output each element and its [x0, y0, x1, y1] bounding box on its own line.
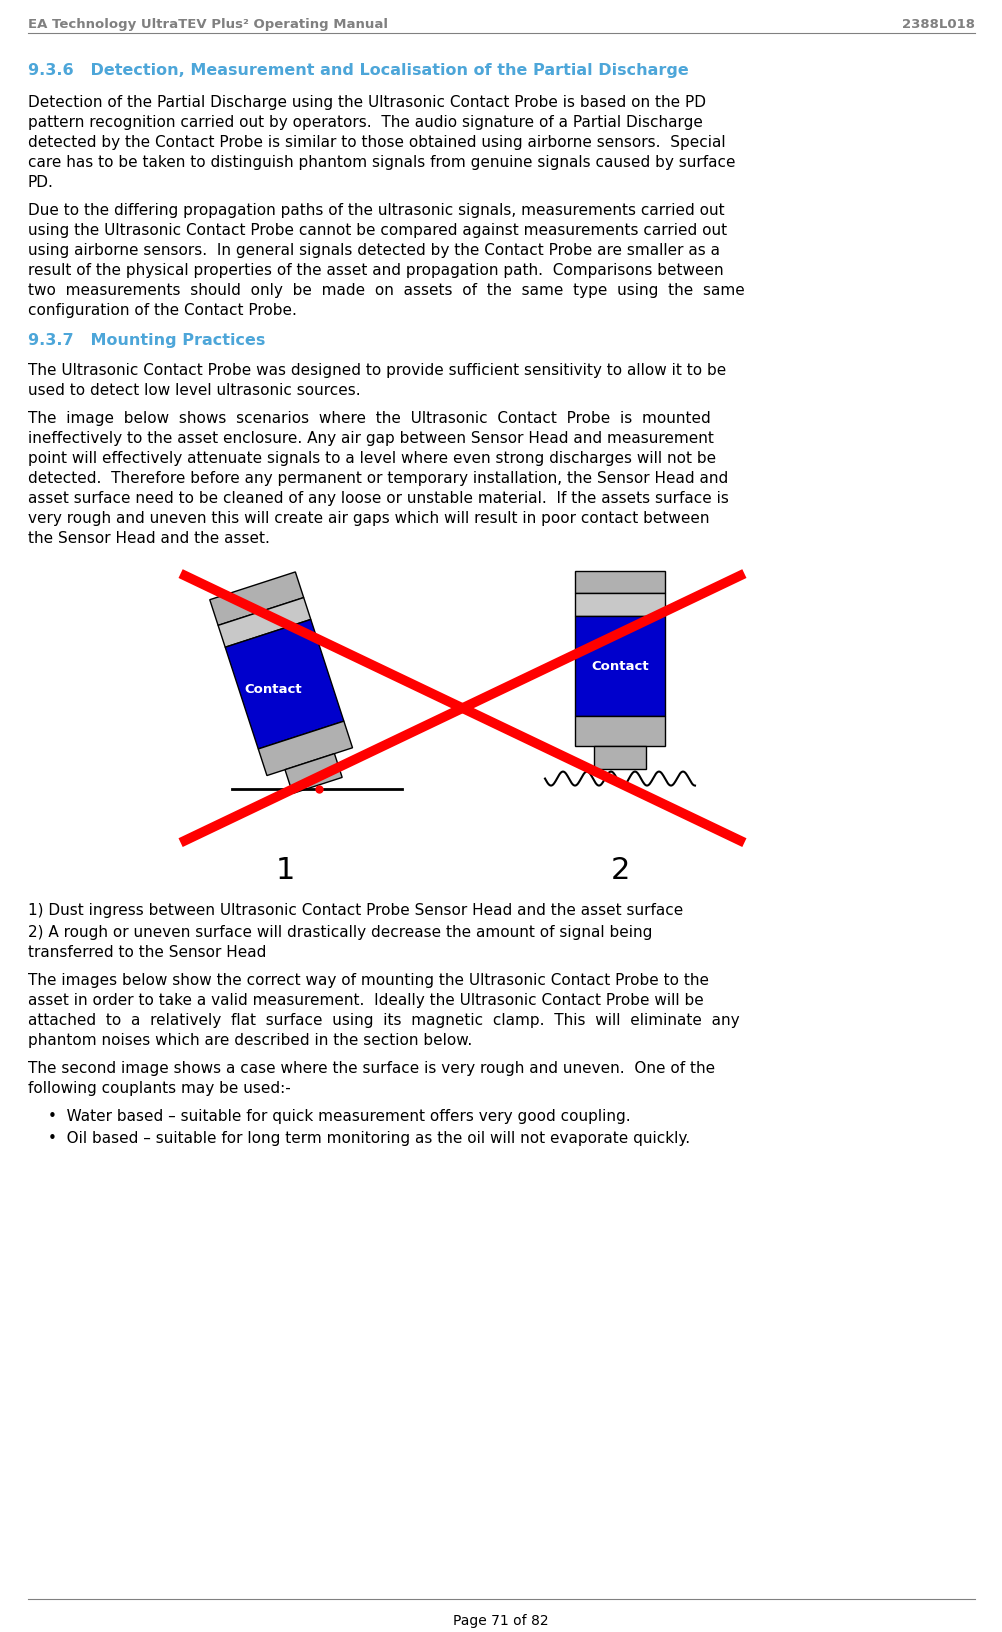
- Text: ineffectively to the asset enclosure. Any air gap between Sensor Head and measur: ineffectively to the asset enclosure. An…: [28, 431, 713, 446]
- Text: 2388L018: 2388L018: [901, 18, 974, 31]
- Text: two  measurements  should  only  be  made  on  assets  of  the  same  type  usin: two measurements should only be made on …: [28, 282, 744, 299]
- Text: 9.3.7   Mounting Practices: 9.3.7 Mounting Practices: [28, 333, 266, 348]
- Text: pattern recognition carried out by operators.  The audio signature of a Partial : pattern recognition carried out by opera…: [28, 114, 702, 131]
- Text: The images below show the correct way of mounting the Ultrasonic Contact Probe t: The images below show the correct way of…: [28, 973, 708, 989]
- Polygon shape: [574, 615, 664, 715]
- Text: point will effectively attenuate signals to a level where even strong discharges: point will effectively attenuate signals…: [28, 450, 715, 465]
- Text: care has to be taken to distinguish phantom signals from genuine signals caused : care has to be taken to distinguish phan…: [28, 155, 734, 170]
- Text: •  Oil based – suitable for long term monitoring as the oil will not evaporate q: • Oil based – suitable for long term mon…: [48, 1131, 689, 1146]
- Text: Page 71 of 82: Page 71 of 82: [453, 1614, 548, 1629]
- Text: configuration of the Contact Probe.: configuration of the Contact Probe.: [28, 304, 297, 318]
- Polygon shape: [574, 571, 664, 592]
- Text: 2) A rough or uneven surface will drastically decrease the amount of signal bein: 2) A rough or uneven surface will drasti…: [28, 925, 651, 940]
- Polygon shape: [225, 620, 344, 749]
- Text: using airborne sensors.  In general signals detected by the Contact Probe are sm: using airborne sensors. In general signa…: [28, 243, 719, 258]
- Polygon shape: [574, 592, 664, 615]
- Text: result of the physical properties of the asset and propagation path.  Comparison: result of the physical properties of the…: [28, 263, 722, 277]
- Text: used to detect low level ultrasonic sources.: used to detect low level ultrasonic sour…: [28, 384, 361, 398]
- Text: 2: 2: [609, 855, 629, 885]
- Text: 1: 1: [275, 855, 295, 885]
- Text: EA Technology UltraTEV Plus² Operating Manual: EA Technology UltraTEV Plus² Operating M…: [28, 18, 388, 31]
- Text: detected by the Contact Probe is similar to those obtained using airborne sensor: detected by the Contact Probe is similar…: [28, 135, 724, 150]
- Text: detected.  Therefore before any permanent or temporary installation, the Sensor : detected. Therefore before any permanent…: [28, 470, 727, 486]
- Text: the Sensor Head and the asset.: the Sensor Head and the asset.: [28, 530, 270, 545]
- Polygon shape: [574, 715, 664, 746]
- Text: 9.3.6   Detection, Measurement and Localisation of the Partial Discharge: 9.3.6 Detection, Measurement and Localis…: [28, 64, 688, 78]
- Text: The Ultrasonic Contact Probe was designed to provide sufficient sensitivity to a: The Ultrasonic Contact Probe was designe…: [28, 362, 725, 377]
- Text: asset in order to take a valid measurement.  Ideally the Ultrasonic Contact Prob: asset in order to take a valid measureme…: [28, 994, 703, 1009]
- Text: PD.: PD.: [28, 175, 54, 189]
- Text: asset surface need to be cleaned of any loose or unstable material.  If the asse: asset surface need to be cleaned of any …: [28, 491, 728, 506]
- Text: The second image shows a case where the surface is very rough and uneven.  One o: The second image shows a case where the …: [28, 1061, 714, 1077]
- Polygon shape: [209, 571, 304, 625]
- Polygon shape: [258, 721, 352, 775]
- Text: The  image  below  shows  scenarios  where  the  Ultrasonic  Contact  Probe  is : The image below shows scenarios where th…: [28, 411, 710, 426]
- Text: Contact: Contact: [244, 682, 302, 695]
- Text: •  Water based – suitable for quick measurement offers very good coupling.: • Water based – suitable for quick measu…: [48, 1110, 630, 1124]
- Polygon shape: [593, 746, 645, 769]
- Text: Detection of the Partial Discharge using the Ultrasonic Contact Probe is based o: Detection of the Partial Discharge using…: [28, 95, 705, 109]
- Text: transferred to the Sensor Head: transferred to the Sensor Head: [28, 945, 267, 961]
- Polygon shape: [217, 597, 311, 648]
- Text: attached  to  a  relatively  flat  surface  using  its  magnetic  clamp.  This  : attached to a relatively flat surface us…: [28, 1013, 738, 1028]
- Text: Due to the differing propagation paths of the ultrasonic signals, measurements c: Due to the differing propagation paths o…: [28, 202, 723, 219]
- Text: very rough and uneven this will create air gaps which will result in poor contac: very rough and uneven this will create a…: [28, 511, 708, 526]
- Text: following couplants may be used:-: following couplants may be used:-: [28, 1082, 291, 1097]
- Text: Contact: Contact: [590, 659, 648, 672]
- Polygon shape: [285, 754, 342, 793]
- Text: using the Ultrasonic Contact Probe cannot be compared against measurements carri: using the Ultrasonic Contact Probe canno…: [28, 224, 726, 238]
- Text: phantom noises which are described in the section below.: phantom noises which are described in th…: [28, 1033, 472, 1048]
- Text: 1) Dust ingress between Ultrasonic Contact Probe Sensor Head and the asset surfa: 1) Dust ingress between Ultrasonic Conta…: [28, 904, 682, 919]
